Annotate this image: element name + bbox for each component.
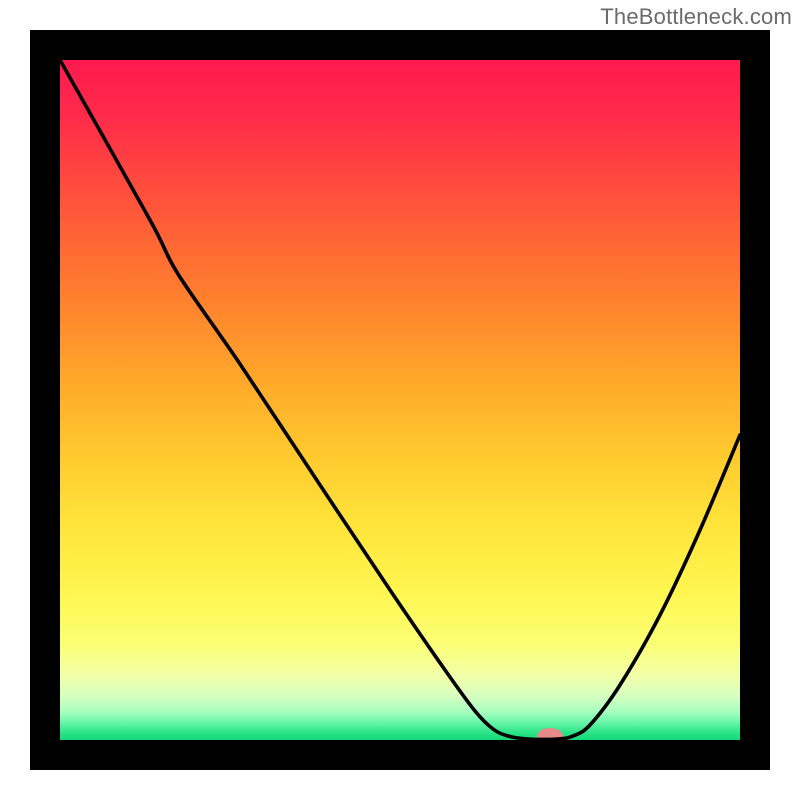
watermark-text: TheBottleneck.com <box>600 4 792 30</box>
curve-line <box>60 60 740 739</box>
curve-svg <box>60 60 740 740</box>
chart-root: TheBottleneck.com <box>0 0 800 800</box>
plot-area <box>60 60 740 740</box>
